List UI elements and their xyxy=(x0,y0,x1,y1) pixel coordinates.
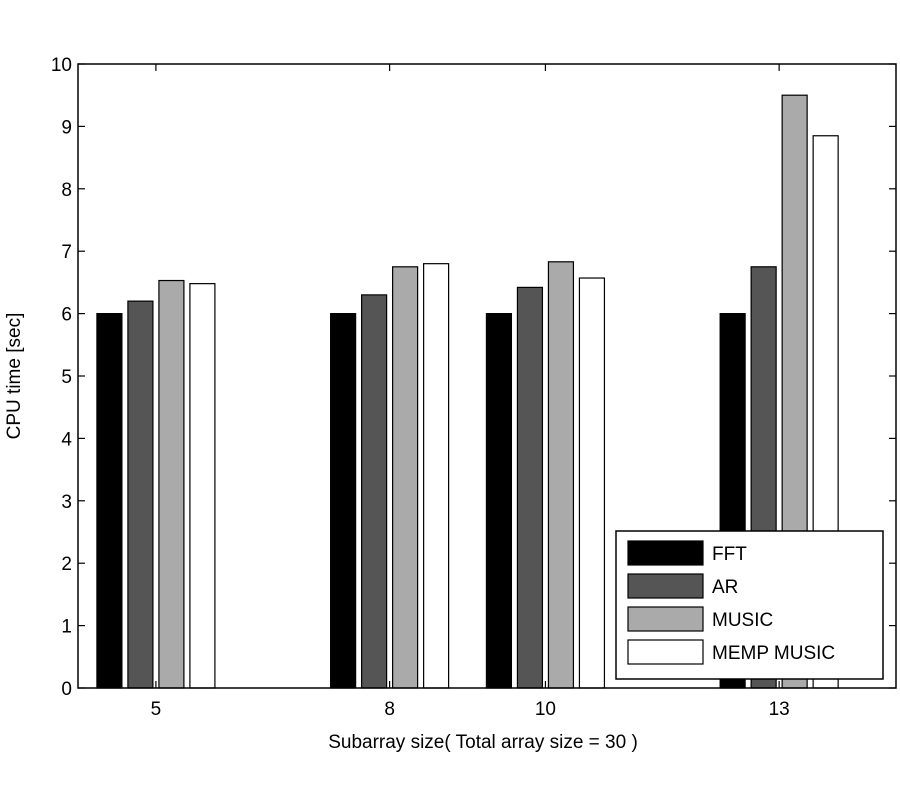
x-tick-label: 10 xyxy=(535,699,556,720)
ticks-group: 0 1 2 3 4 5 6 7 8 9 10 5 8 10 13 xyxy=(51,55,896,720)
bar-music-8 xyxy=(392,266,419,689)
bar-music-5 xyxy=(158,279,185,689)
bar-fft-10 xyxy=(485,313,513,689)
plot-frame xyxy=(77,63,897,689)
y-tick-label: 4 xyxy=(61,429,72,450)
legend-swatch xyxy=(627,606,704,632)
bar-ar-5 xyxy=(127,300,154,689)
x-tick-label: 5 xyxy=(151,699,162,720)
bar-memp-music-10 xyxy=(578,277,606,689)
y-tick-label: 6 xyxy=(61,305,72,326)
legend-label: AR xyxy=(712,577,738,598)
legend-label: FFT xyxy=(712,544,747,565)
legend-swatch xyxy=(627,573,704,599)
legend-label: MEMP MUSIC xyxy=(712,643,835,664)
bar-ar-10 xyxy=(516,286,544,689)
y-tick-label: 1 xyxy=(61,617,72,638)
x-tick-label: 13 xyxy=(769,699,790,720)
y-tick-label: 2 xyxy=(61,554,72,575)
y-tick-label: 5 xyxy=(61,367,72,388)
y-axis-label: CPU time [sec] xyxy=(4,313,25,440)
y-tick-label: 8 xyxy=(61,180,72,201)
bar-ar-8 xyxy=(361,294,388,689)
x-tick-label: 8 xyxy=(384,699,395,720)
bar-music-10 xyxy=(547,261,575,689)
legend-swatch xyxy=(627,540,704,566)
y-tick-label: 10 xyxy=(51,55,72,76)
bar-fft-8 xyxy=(330,313,357,689)
legend: FFT AR MUSIC MEMP MUSIC xyxy=(615,530,884,680)
bar-memp-music-5 xyxy=(189,283,216,689)
y-tick-label: 3 xyxy=(61,492,72,513)
legend-label: MUSIC xyxy=(712,610,773,631)
x-axis-label: Subarray size( Total array size = 30 ) xyxy=(328,732,638,753)
y-tick-label: 7 xyxy=(61,242,72,263)
legend-swatch xyxy=(627,639,704,665)
bar-fft-5 xyxy=(96,313,123,689)
y-tick-label: 0 xyxy=(61,679,72,700)
bar-memp-music-8 xyxy=(423,263,450,689)
y-tick-label: 9 xyxy=(61,117,72,138)
